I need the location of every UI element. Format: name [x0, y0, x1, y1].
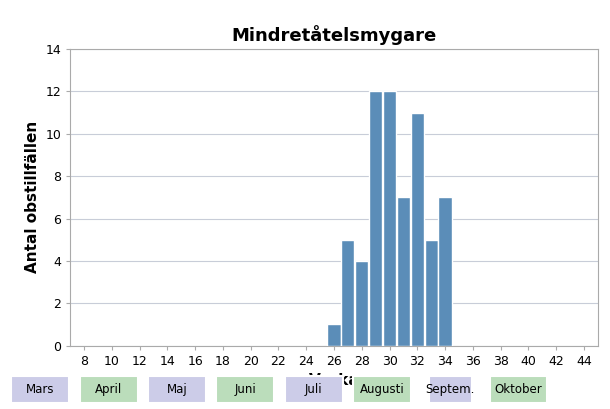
Bar: [397, 197, 410, 346]
Bar: [369, 92, 382, 346]
Text: Oktober: Oktober: [495, 383, 542, 396]
Bar: [341, 240, 354, 346]
Text: Juni: Juni: [234, 383, 256, 396]
Text: Maj: Maj: [167, 383, 187, 396]
Bar: [439, 197, 451, 346]
Bar: [328, 324, 340, 346]
Bar: [411, 112, 424, 346]
Text: April: April: [95, 383, 122, 396]
Bar: [383, 92, 396, 346]
Title: Mindretåtelsmygare: Mindretåtelsmygare: [231, 25, 437, 45]
X-axis label: Vecka: Vecka: [309, 373, 359, 388]
Bar: [425, 240, 438, 346]
Text: Mars: Mars: [26, 383, 54, 396]
Y-axis label: Antal obstillfällen: Antal obstillfällen: [24, 121, 40, 274]
Text: Juli: Juli: [305, 383, 322, 396]
Bar: [355, 261, 368, 346]
Text: Septem.: Septem.: [426, 383, 475, 396]
Text: Augusti: Augusti: [359, 383, 404, 396]
